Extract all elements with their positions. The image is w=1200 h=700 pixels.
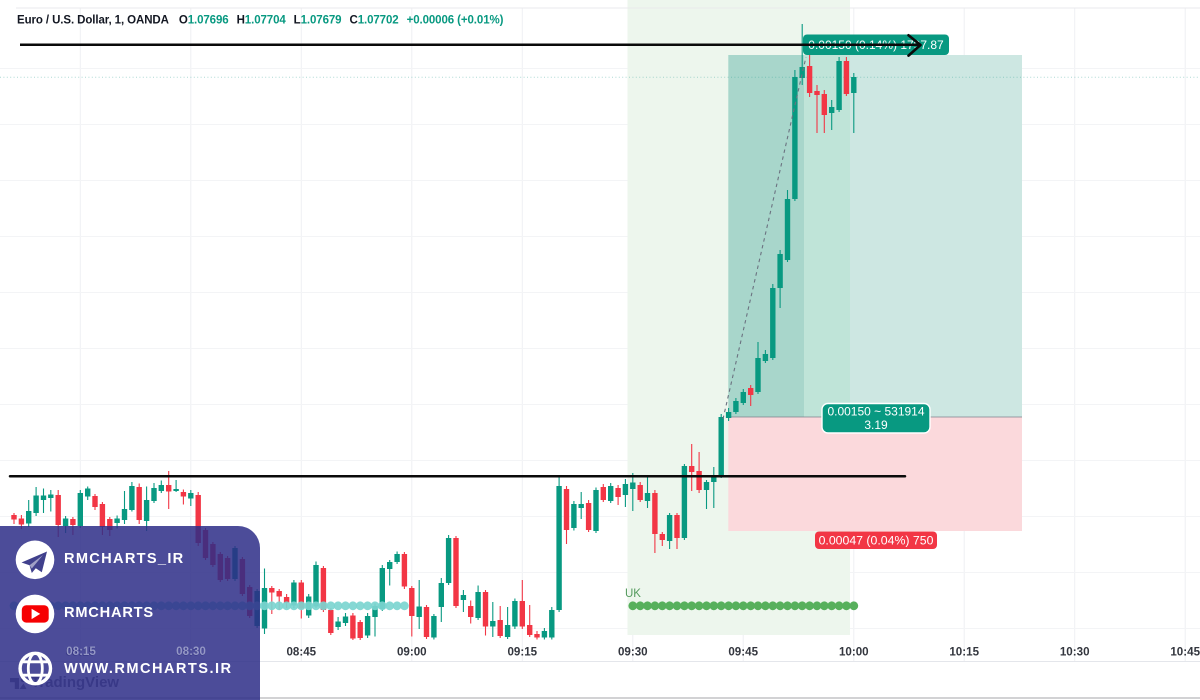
svg-text:UK: UK [625, 588, 641, 600]
svg-text:09:30: 09:30 [618, 646, 648, 659]
svg-text:10:00: 10:00 [839, 646, 869, 659]
svg-text:09:45: 09:45 [728, 646, 758, 659]
svg-text:3.19: 3.19 [864, 418, 888, 432]
svg-text:10:30: 10:30 [1060, 646, 1090, 659]
svg-text:10:45: 10:45 [1170, 646, 1200, 659]
svg-text:10:15: 10:15 [949, 646, 979, 659]
svg-text:0.00150 ~ 531914: 0.00150 ~ 531914 [827, 405, 924, 419]
svg-text:0.00047 (0.04%) 750: 0.00047 (0.04%) 750 [819, 534, 934, 548]
svg-text:08:45: 08:45 [286, 646, 316, 659]
svg-text:09:00: 09:00 [397, 646, 427, 659]
svg-text:09:15: 09:15 [507, 646, 537, 659]
